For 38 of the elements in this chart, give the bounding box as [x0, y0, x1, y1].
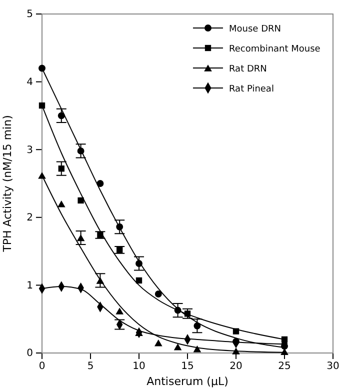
legend-label: Mouse DRN	[229, 24, 281, 34]
point	[116, 308, 124, 314]
y-axis-title: TPH Activity (nM/15 min)	[1, 115, 14, 253]
point	[116, 223, 124, 230]
x-tick-label: 10	[132, 361, 146, 372]
x-tick-label: 25	[278, 361, 291, 372]
x-tick-label: 0	[38, 361, 46, 372]
point	[38, 172, 46, 179]
y-tick-label: 0	[26, 348, 33, 360]
point	[174, 344, 182, 350]
point	[96, 277, 104, 284]
point	[154, 339, 162, 346]
point	[57, 200, 66, 208]
y-tick-label: 4	[26, 77, 33, 88]
x-tick-label: 30	[326, 361, 340, 372]
y-tick-label: 5	[26, 9, 33, 20]
point	[193, 346, 202, 352]
x-axis-title: Antiserum (μL)	[146, 375, 228, 388]
point	[281, 336, 288, 343]
point	[38, 102, 46, 109]
point	[232, 328, 240, 334]
point	[96, 180, 104, 187]
point	[78, 197, 84, 204]
point	[232, 348, 240, 354]
y-tick-label: 1	[26, 280, 33, 292]
y-tick-label: 2	[26, 212, 33, 224]
point	[232, 338, 240, 345]
point	[174, 306, 182, 314]
point	[136, 277, 142, 284]
legend-label: Rat Pineal	[229, 84, 274, 94]
point	[38, 64, 46, 72]
point	[154, 290, 162, 298]
legend-label: Rat DRN	[229, 64, 267, 74]
x-tick-label: 5	[87, 361, 94, 372]
y-tick-label: 3	[26, 144, 33, 156]
x-tick-label: 15	[181, 361, 194, 372]
legend-label: Recombinant Mouse	[229, 44, 321, 54]
x-tick-label: 20	[230, 361, 242, 372]
